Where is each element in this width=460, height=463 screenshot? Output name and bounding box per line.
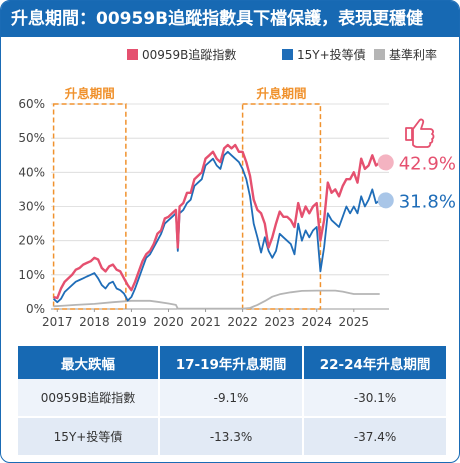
- y-tick-label: 20%: [18, 234, 45, 248]
- table-cell: -13.3%: [159, 417, 305, 457]
- x-tick-label: 2018: [79, 315, 110, 329]
- x-tick-label: 2025: [339, 315, 370, 329]
- y-tick-label: 0%: [26, 302, 45, 316]
- end-value-label: 42.9%: [399, 153, 456, 174]
- y-tick-label: 30%: [18, 200, 45, 214]
- table-header: 最大跌幅: [18, 346, 160, 379]
- table-cell: 15Y+投等債: [18, 417, 160, 457]
- thumbs-up-icon: [405, 118, 435, 148]
- table-row: 15Y+投等債 -13.3% -37.4%: [18, 417, 446, 457]
- highlight-period-label: 升息期間: [65, 86, 115, 101]
- highlight-period-label: 升息期間: [257, 86, 307, 101]
- legend-swatch: [127, 49, 138, 60]
- table-cell: -9.1%: [159, 379, 305, 418]
- legend-label: 00959B追蹤指數: [142, 47, 236, 62]
- series-line-0: [53, 143, 381, 300]
- x-tick-label: 2021: [190, 315, 221, 329]
- series-line-2: [53, 289, 380, 310]
- drawdown-table: 最大跌幅 17-19年升息期間 22-24年升息期間 00959B追蹤指數 -9…: [18, 346, 446, 457]
- chart-title: 升息期間：00959B追蹤指數具下檔保護，表現更穩健: [1, 1, 459, 37]
- table-cell: -30.1%: [303, 379, 446, 418]
- line-chart: 升息期間 升息期間 0% 10% 20% 30% 40% 50% 60% 2017 2018 201…: [18, 47, 456, 329]
- x-tick-label: 2024: [301, 315, 332, 329]
- legend-swatch: [374, 49, 385, 60]
- series-line-1: [52, 150, 381, 304]
- end-point-marker: [377, 154, 394, 171]
- table-row: 00959B追蹤指數 -9.1% -30.1%: [18, 379, 446, 418]
- end-value-label: 31.8%: [399, 191, 456, 212]
- y-tick-label: 50%: [18, 131, 45, 145]
- table-cell: 00959B追蹤指數: [18, 379, 160, 418]
- x-tick-label: 2023: [264, 315, 295, 329]
- legend-label: 15Y+投等債: [297, 47, 366, 62]
- thumbs-up-glyph: [405, 118, 435, 148]
- x-tick-label: 2022: [227, 315, 258, 329]
- table-header: 17-19年升息期間: [159, 346, 305, 379]
- y-tick-label: 60%: [18, 97, 45, 111]
- x-tick-label: 2019: [116, 315, 147, 329]
- y-tick-label: 10%: [18, 268, 45, 282]
- table-header: 22-24年升息期間: [303, 346, 446, 379]
- x-tick-label: 2017: [42, 315, 73, 329]
- x-tick-label: 2020: [153, 315, 184, 329]
- y-tick-label: 40%: [18, 165, 45, 179]
- legend-label: 基準利率: [389, 47, 437, 62]
- legend-swatch: [282, 49, 293, 60]
- table-cell: -37.4%: [303, 417, 446, 457]
- end-point-marker: [377, 192, 394, 209]
- highlight-period-box: [241, 103, 322, 310]
- highlight-period-box: [52, 103, 127, 310]
